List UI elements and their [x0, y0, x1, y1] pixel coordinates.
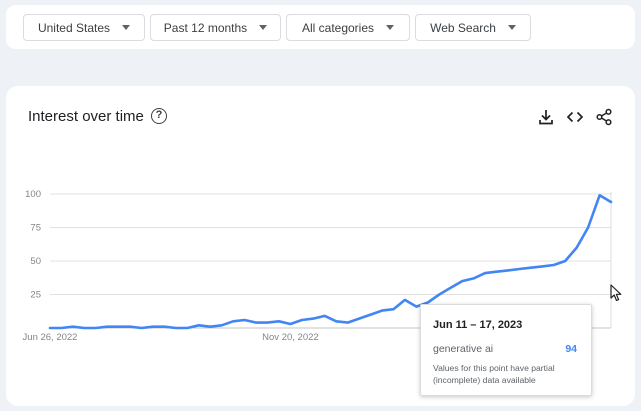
category-dropdown[interactable]: All categories	[286, 14, 410, 41]
help-circle-icon[interactable]: ?	[151, 108, 167, 124]
property-dropdown[interactable]: Web Search	[415, 14, 531, 41]
period-dropdown[interactable]: Past 12 months	[150, 14, 281, 41]
region-dropdown[interactable]: United States	[23, 14, 145, 41]
embed-code-icon[interactable]	[566, 108, 584, 126]
series-line-generative-ai	[48, 194, 613, 330]
data-point-tooltip: Jun 11 – 17, 2023 generative ai 94 Value…	[420, 304, 592, 396]
mouse-pointer-icon	[610, 284, 622, 302]
card-title: Interest over time	[28, 108, 144, 125]
y-tick-label: 75	[30, 223, 41, 234]
tooltip-term: generative ai	[433, 343, 494, 355]
y-tick-label: 100	[25, 189, 41, 200]
tooltip-partial-data-note: Values for this point have partial (inco…	[433, 363, 555, 385]
category-dropdown-label: All categories	[301, 20, 375, 35]
x-tick-label: Nov 20, 2022	[262, 332, 319, 343]
y-tick-label: 25	[30, 290, 41, 301]
period-dropdown-label: Past 12 months	[163, 20, 248, 35]
share-icon[interactable]	[595, 108, 613, 126]
chevron-down-icon	[386, 25, 395, 30]
region-dropdown-label: United States	[37, 20, 111, 35]
chevron-down-icon	[507, 25, 516, 30]
chevron-down-icon	[122, 25, 131, 30]
property-dropdown-label: Web Search	[430, 20, 496, 35]
chevron-down-icon	[259, 25, 268, 30]
x-tick-label: Jun 26, 2022	[23, 332, 78, 343]
tooltip-value: 94	[565, 343, 577, 355]
tooltip-date: Jun 11 – 17, 2023	[433, 319, 523, 331]
download-icon[interactable]	[537, 108, 555, 126]
filter-bar: United States Past 12 months All categor…	[6, 5, 635, 49]
y-tick-label: 50	[30, 256, 41, 267]
